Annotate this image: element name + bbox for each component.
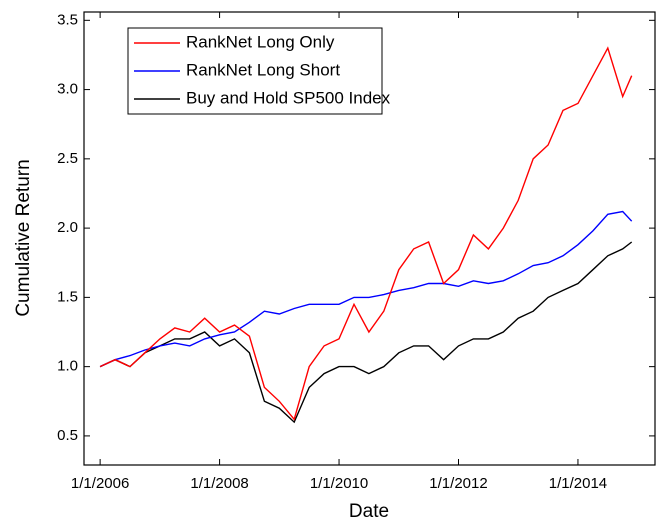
y-tick-label: 1.5 [57,288,78,305]
y-tick-label: 2.5 [57,150,78,167]
x-tick-label: 1/1/2006 [71,475,129,492]
x-tick-label: 1/1/2012 [429,475,487,492]
x-tick-label: 1/1/2008 [190,475,248,492]
plot-frame [83,11,656,466]
legend-label: RankNet Long Short [186,60,340,79]
series-line [99,241,633,424]
y-tick-label: 2.0 [57,219,78,236]
y-tick-label: 1.0 [57,358,78,375]
y-tick-label: 3.5 [57,11,78,28]
x-axis-label: Date [349,501,389,522]
legend-label: Buy and Hold SP500 Index [186,88,391,107]
x-tick-label: 1/1/2014 [549,475,607,492]
series-line [99,46,633,421]
y-tick-label: 0.5 [57,427,78,444]
y-axis-label: Cumulative Return [13,159,34,316]
legend-label: RankNet Long Only [186,32,335,51]
series-line [99,210,633,368]
y-tick-label: 3.0 [57,81,78,98]
x-tick-label: 1/1/2010 [310,475,368,492]
